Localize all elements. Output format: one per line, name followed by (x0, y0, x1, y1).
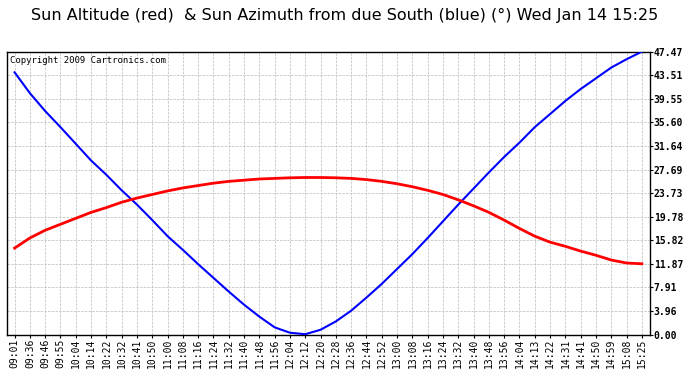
Text: Copyright 2009 Cartronics.com: Copyright 2009 Cartronics.com (10, 56, 166, 65)
Text: Sun Altitude (red)  & Sun Azimuth from due South (blue) (°) Wed Jan 14 15:25: Sun Altitude (red) & Sun Azimuth from du… (31, 8, 659, 22)
